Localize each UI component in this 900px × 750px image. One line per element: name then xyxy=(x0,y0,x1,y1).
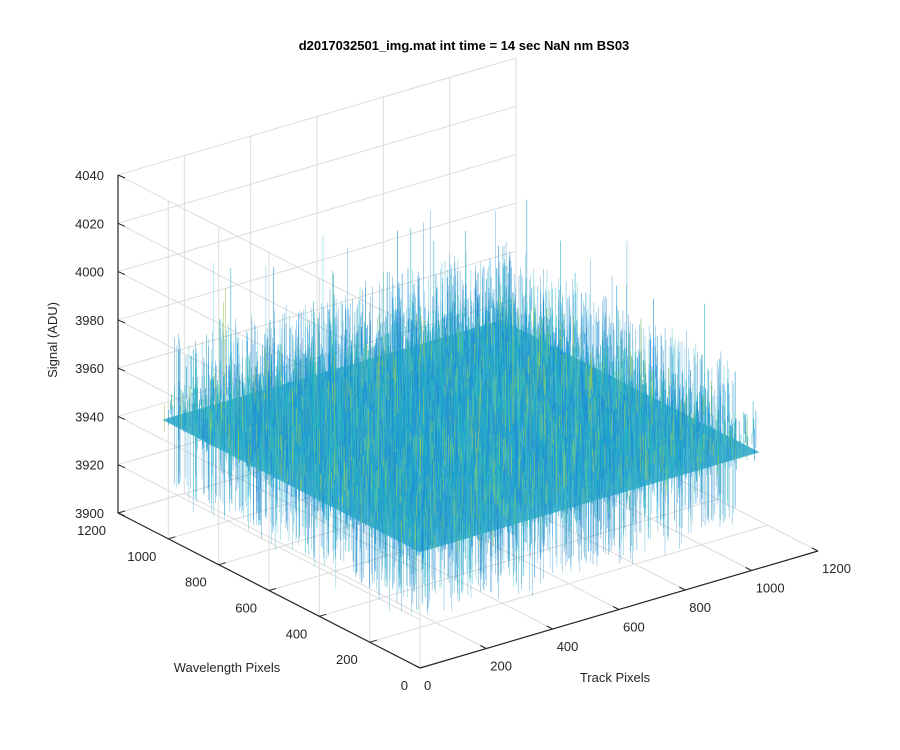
surface-mesh xyxy=(162,199,760,614)
grid-line-floor-y xyxy=(369,524,768,643)
grid-line-backwall-z xyxy=(117,154,517,273)
grid-line-leftwall-z xyxy=(117,464,421,621)
grid-line-leftwall-z xyxy=(117,174,421,331)
grid-line-backwall-z xyxy=(117,202,517,321)
grid-line-backwall-z xyxy=(117,57,517,176)
grid-line-backwall-z xyxy=(117,105,517,224)
